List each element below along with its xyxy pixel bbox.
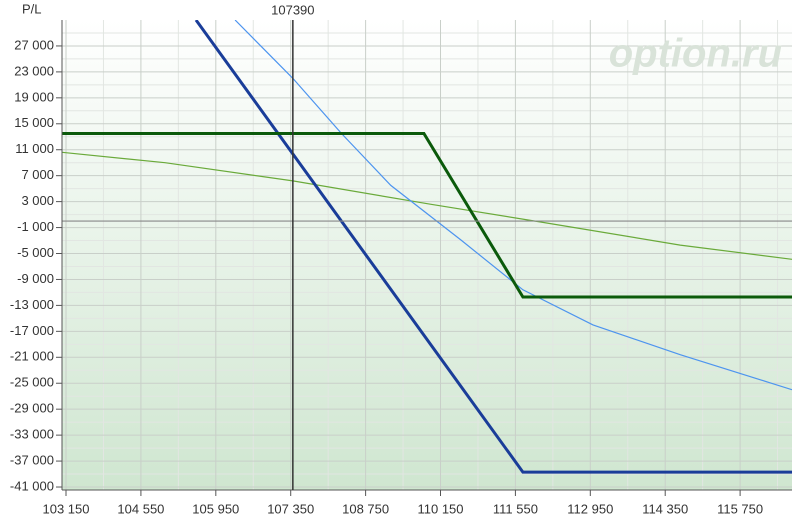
y-tick-label: -25 000 <box>10 375 54 390</box>
y-tick-label: 23 000 <box>14 63 54 78</box>
y-tick-label: 15 000 <box>14 115 54 130</box>
x-tick-label: 112 950 <box>567 501 613 516</box>
x-tick-label: 115 750 <box>717 501 763 516</box>
y-tick-label: 19 000 <box>14 89 54 104</box>
x-tick-label: 105 950 <box>192 501 239 516</box>
price-marker-label: 107390 <box>271 2 314 17</box>
y-tick-label: -41 000 <box>10 478 54 493</box>
x-tick-label: 110 150 <box>417 501 463 516</box>
y-tick-label: -37 000 <box>10 453 54 468</box>
y-tick-label: -29 000 <box>10 401 54 416</box>
x-tick-label: 114 350 <box>642 501 688 516</box>
y-tick-label: 3 000 <box>21 193 54 208</box>
y-tick-label: -17 000 <box>10 323 54 338</box>
x-tick-label: 107 350 <box>267 501 314 516</box>
y-tick-label: -5 000 <box>17 245 54 260</box>
y-tick-label: -13 000 <box>10 297 54 312</box>
y-tick-label: -1 000 <box>17 219 54 234</box>
payoff-line <box>62 132 792 299</box>
payoff-line <box>62 151 792 260</box>
payoff-line <box>194 20 792 474</box>
watermark: option.ru <box>609 32 782 76</box>
x-tick-label: 104 550 <box>117 501 164 516</box>
x-tick-label: 103 150 <box>43 501 90 516</box>
y-tick-label: -9 000 <box>17 271 54 286</box>
y-tick-label: 7 000 <box>21 167 54 182</box>
plot-area <box>62 20 792 490</box>
y-tick-label: -21 000 <box>10 349 54 364</box>
payoff-line <box>234 20 792 391</box>
x-tick-label: 108 750 <box>342 501 389 516</box>
y-tick-label: 11 000 <box>15 141 54 156</box>
y-tick-label: 27 000 <box>14 37 54 52</box>
y-tick-label: -33 000 <box>10 427 54 442</box>
y-axis-label: P/L <box>22 1 42 16</box>
x-tick-label: 111 550 <box>493 501 538 516</box>
